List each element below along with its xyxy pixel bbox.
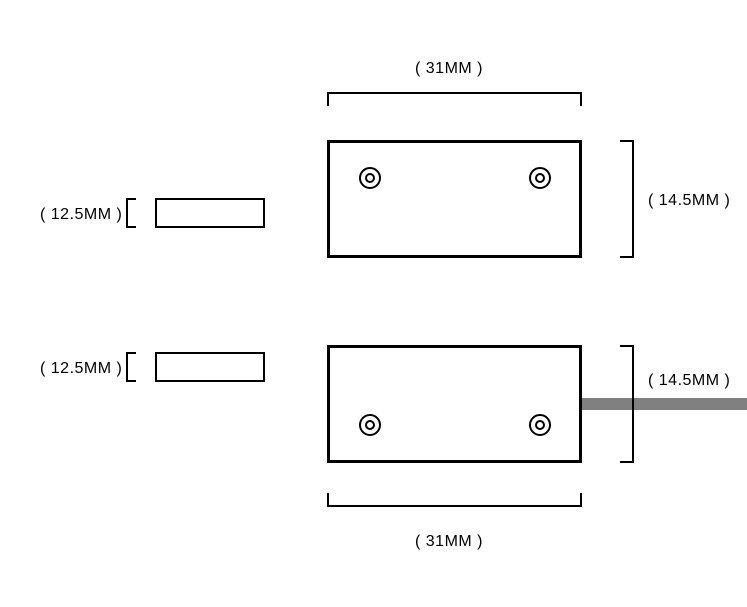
dim-label-top: ( 31MM ) <box>415 60 483 78</box>
mounting-hole-inner-icon <box>535 173 545 183</box>
mounting-hole-inner-icon <box>535 420 545 430</box>
dim-tick <box>620 256 634 258</box>
dim-bracket-bottom <box>327 505 582 507</box>
dim-tick <box>126 380 136 382</box>
dim-bracket-top <box>327 92 582 94</box>
dim-tick <box>620 461 634 463</box>
dim-bracket-right-top <box>632 140 634 258</box>
dim-tick <box>580 92 582 106</box>
cable <box>582 398 747 410</box>
side-profile-top <box>155 198 265 228</box>
sensor-plate-top <box>327 140 582 258</box>
mounting-hole-inner-icon <box>365 420 375 430</box>
dim-tick <box>126 226 136 228</box>
dim-label-right-bottom: ( 14.5MM ) <box>648 372 730 390</box>
dim-bracket-left-bottom <box>126 352 128 382</box>
dim-tick <box>620 140 634 142</box>
dim-label-right-top: ( 14.5MM ) <box>648 192 730 210</box>
dim-label-bottom: ( 31MM ) <box>415 533 483 551</box>
dim-bracket-left-top <box>126 198 128 228</box>
dim-tick <box>580 493 582 507</box>
dim-tick <box>327 493 329 507</box>
dim-tick <box>327 92 329 106</box>
dim-tick <box>620 345 634 347</box>
dim-label-left-bottom: ( 12.5MM ) <box>40 360 122 378</box>
sensor-plate-bottom <box>327 345 582 463</box>
dim-bracket-right-bottom <box>632 345 634 463</box>
side-profile-bottom <box>155 352 265 382</box>
mounting-hole-inner-icon <box>365 173 375 183</box>
dim-tick <box>126 198 136 200</box>
dim-tick <box>126 352 136 354</box>
dim-label-left-top: ( 12.5MM ) <box>40 206 122 224</box>
